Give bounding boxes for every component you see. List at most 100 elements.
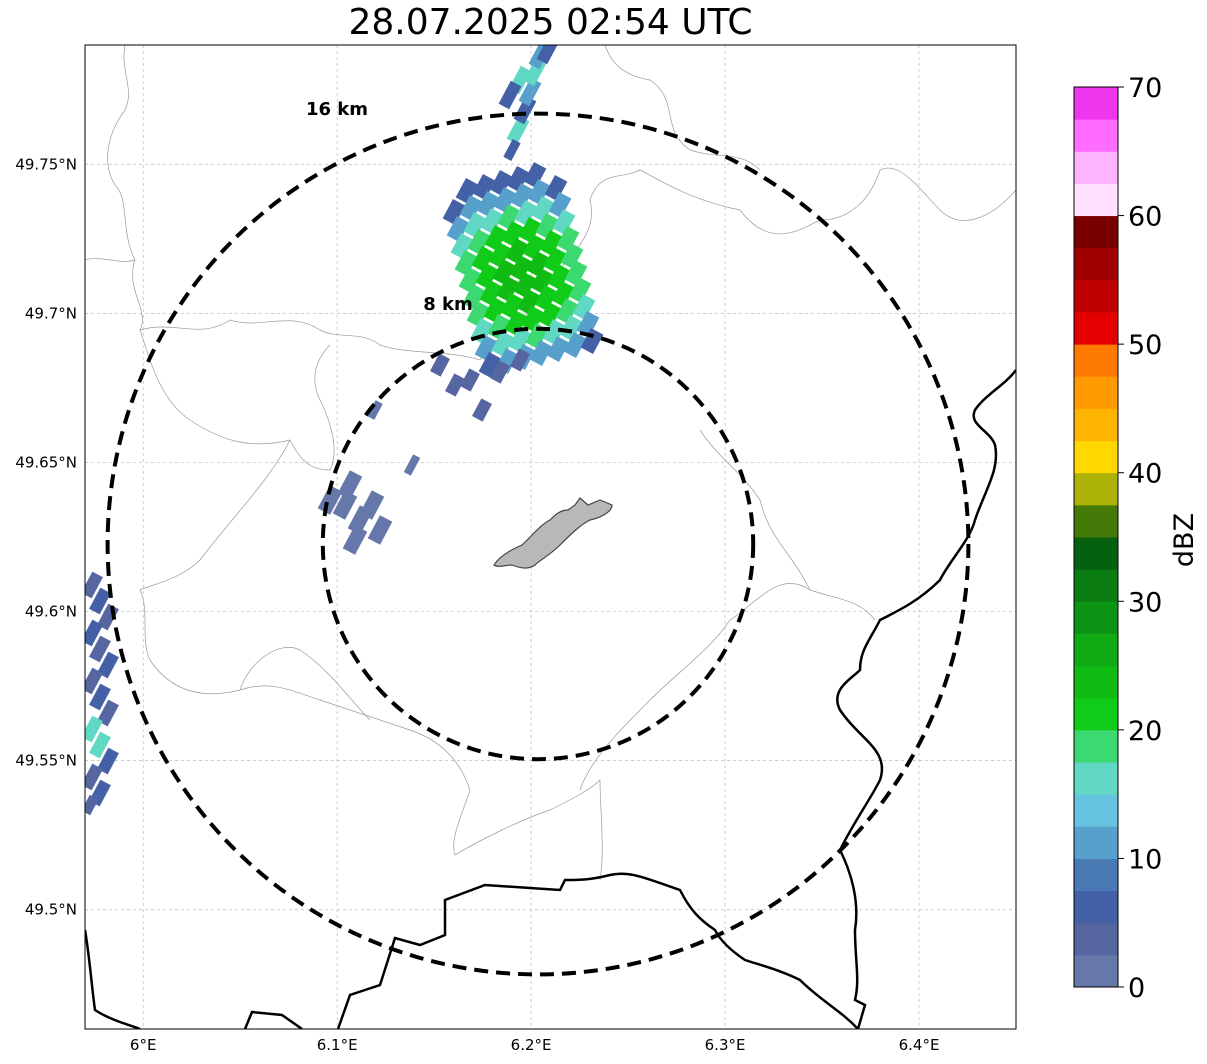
echo-cell bbox=[530, 268, 554, 294]
colorbar-segment bbox=[1074, 279, 1118, 313]
echo-cell bbox=[476, 191, 500, 217]
colorbar-tick-label: 70 bbox=[1128, 73, 1162, 104]
echo-cell bbox=[85, 794, 99, 816]
echo-cell bbox=[505, 238, 529, 264]
colorbar-segment bbox=[1074, 344, 1118, 377]
echo-cell bbox=[462, 284, 486, 310]
echo-cell bbox=[89, 635, 111, 663]
echo-cell bbox=[479, 280, 503, 306]
colorbar-frame bbox=[1073, 86, 1119, 988]
echo-cell bbox=[472, 398, 492, 422]
echo-cell bbox=[551, 281, 575, 307]
colorbar-tick-label: 40 bbox=[1128, 459, 1162, 490]
echo-cell bbox=[580, 328, 604, 354]
echo-cell bbox=[458, 267, 482, 293]
echo-cell bbox=[367, 400, 383, 420]
echo-cell bbox=[442, 199, 466, 225]
echo-cell bbox=[97, 651, 119, 679]
echo-cell bbox=[97, 699, 119, 727]
colorbar-segment bbox=[1074, 729, 1118, 763]
colorbar-tick-label: 0 bbox=[1128, 973, 1145, 1004]
echo-cell bbox=[548, 192, 572, 218]
echo-cell bbox=[517, 289, 541, 315]
range-ring bbox=[105, 111, 971, 977]
colorbar-segment bbox=[1074, 151, 1118, 184]
echo-cell bbox=[474, 335, 498, 361]
colorbar-segment bbox=[1074, 794, 1118, 827]
colorbar-tick-label: 30 bbox=[1128, 587, 1162, 618]
echo-cell bbox=[459, 195, 483, 221]
colorbar-segment bbox=[1074, 826, 1118, 859]
colorbar-segment bbox=[1074, 537, 1118, 570]
echo-cell bbox=[552, 209, 576, 235]
echo-cell bbox=[85, 667, 103, 695]
echo-cell bbox=[85, 619, 103, 647]
city-area bbox=[493, 497, 613, 569]
echo-cell bbox=[455, 178, 479, 204]
axis-ticks: 49.75°N 49.7°N 49.65°N 49.6°N 49.55°N 49.5°N 6… bbox=[15, 155, 939, 1054]
echo-cell bbox=[498, 80, 522, 110]
echo-cell bbox=[518, 77, 542, 107]
echo-cell bbox=[359, 490, 385, 520]
echo-cell bbox=[342, 525, 368, 555]
echo-cell bbox=[521, 306, 545, 332]
echo-cell bbox=[556, 226, 580, 252]
lat-tick-label: 49.55°N bbox=[15, 752, 77, 770]
echo-cell bbox=[560, 243, 584, 269]
echo-cell bbox=[527, 179, 551, 205]
colorbar-segment bbox=[1074, 665, 1118, 699]
echo-cell bbox=[337, 470, 363, 500]
echo-cell bbox=[535, 213, 559, 239]
echo-cell bbox=[572, 294, 596, 320]
echo-cell bbox=[483, 297, 507, 323]
echo-cell bbox=[472, 174, 496, 200]
echo-cell bbox=[445, 373, 465, 397]
echo-cell bbox=[484, 225, 508, 251]
echo-cell bbox=[430, 353, 450, 377]
colorbar-segment bbox=[1074, 697, 1118, 731]
echo-cell bbox=[501, 221, 525, 247]
echo-cell bbox=[450, 233, 474, 259]
echo-cell bbox=[466, 301, 490, 327]
lon-tick-label: 6.2°E bbox=[511, 1036, 552, 1054]
colorbar-segment bbox=[1074, 119, 1118, 152]
colorbar-segment bbox=[1074, 472, 1118, 506]
echo-cell bbox=[538, 302, 562, 328]
echo-cell bbox=[500, 293, 524, 319]
lat-tick-label: 49.65°N bbox=[15, 453, 77, 471]
echo-cell bbox=[460, 368, 480, 392]
echo-cell bbox=[490, 360, 510, 384]
colorbar-segment bbox=[1074, 440, 1118, 474]
colorbar: 0 10 20 30 40 50 60 70 dBZ bbox=[1073, 73, 1200, 1004]
echo-cell bbox=[534, 285, 558, 311]
colorbar-tick-label: 60 bbox=[1128, 202, 1162, 233]
echo-cell bbox=[463, 212, 487, 238]
colorbar-segment bbox=[1074, 408, 1118, 442]
echo-cell bbox=[89, 587, 111, 615]
colorbar-segment bbox=[1074, 504, 1118, 538]
admin-boundaries bbox=[85, 45, 1016, 881]
range-ring-label: 16 km bbox=[306, 99, 368, 120]
echo-cell bbox=[403, 454, 421, 476]
colorbar-segment bbox=[1074, 376, 1118, 409]
echo-cell bbox=[493, 187, 517, 213]
echo-cell bbox=[543, 247, 567, 273]
echo-cell bbox=[497, 204, 521, 230]
echo-cell bbox=[542, 319, 566, 345]
echo-cell bbox=[89, 731, 111, 759]
colorbar-segment bbox=[1074, 87, 1118, 120]
echo-cell bbox=[367, 515, 393, 545]
echo-cell bbox=[547, 264, 571, 290]
echo-cell bbox=[510, 348, 530, 372]
echo-cell bbox=[509, 255, 533, 281]
echo-cell bbox=[97, 747, 119, 775]
colorbar-segment bbox=[1074, 312, 1118, 345]
radar-echoes bbox=[85, 45, 604, 816]
echo-cell bbox=[559, 315, 583, 341]
colorbar-segment bbox=[1074, 215, 1118, 249]
colorbar-segment bbox=[1074, 601, 1118, 634]
echo-cell bbox=[467, 229, 491, 255]
echo-cell bbox=[544, 175, 568, 201]
colorbar-label: dBZ bbox=[1169, 513, 1200, 567]
colorbar-segment bbox=[1074, 954, 1118, 988]
